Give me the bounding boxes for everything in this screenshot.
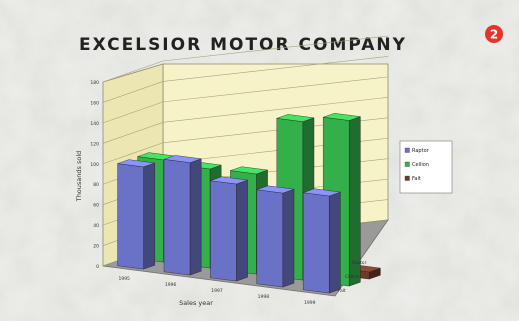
x-tick-label: 1996: [165, 282, 177, 288]
bar-side: [143, 162, 156, 270]
y-tick-label: 180: [90, 80, 99, 86]
y-tick-label: 20: [93, 244, 99, 250]
bar-raptor-1996: [163, 155, 202, 276]
bar-top: [210, 176, 248, 185]
bars: [117, 113, 381, 294]
gridline: [102, 35, 389, 83]
series-axis-label: Falt: [338, 288, 346, 294]
gridline: [102, 76, 389, 124]
bar-front: [163, 159, 191, 276]
y-axis-ticks: 0 20 40 60 80 100 120 140 160 180: [90, 80, 99, 270]
series-axis-ticks: Falt Cellion Raptor: [338, 260, 367, 294]
x-tick-label: 1995: [118, 276, 130, 282]
bar-raptor-1995: [117, 159, 156, 270]
y-axis-title: Thousands sold: [75, 151, 83, 203]
step-badge-number: 2: [490, 28, 498, 42]
series-axis-label: Raptor: [352, 260, 367, 266]
x-tick-label: 1998: [258, 294, 270, 300]
step-badge: [485, 25, 503, 43]
legend-entry: Raptor: [412, 148, 430, 154]
legend-entry: Falt: [412, 176, 421, 182]
y-tick-label: 140: [90, 121, 99, 127]
bar-front: [256, 189, 283, 288]
bar-raptor-1999: [303, 188, 341, 294]
bar-top: [163, 155, 202, 163]
bar-side: [329, 191, 341, 294]
legend-swatch: [404, 175, 410, 181]
x-axis-title: Sales year: [179, 299, 213, 307]
bar-top: [230, 166, 268, 175]
bar-raptor-1998: [256, 185, 295, 288]
bar-front: [210, 180, 237, 282]
bar-side: [236, 179, 248, 282]
bar-front: [303, 192, 330, 294]
x-tick-label: 1997: [211, 288, 223, 294]
series-axis-label: Cellion: [345, 274, 360, 280]
bar-front: [117, 163, 144, 270]
y-tick-label: 40: [93, 223, 99, 229]
bar-top: [323, 113, 361, 121]
gridline: [102, 56, 389, 103]
y-tick-label: 120: [90, 141, 99, 147]
x-axis-ticks: 1995 1996 1997 1998 1999: [118, 276, 315, 306]
chart-title: EXCELSIOR MOTOR COMPANY: [79, 35, 407, 55]
bar-top: [276, 114, 315, 122]
y-tick-label: 60: [93, 203, 99, 209]
bar-raptor-1997: [210, 176, 248, 282]
bar-top: [303, 188, 341, 197]
y-tick-label: 100: [90, 162, 99, 168]
x-tick-label: 1999: [304, 300, 316, 306]
y-tick-label: 80: [93, 182, 99, 188]
gridline: [102, 97, 389, 144]
bar-top: [256, 185, 295, 194]
bar-side: [189, 158, 202, 276]
legend-entry: Cellion: [412, 162, 429, 168]
y-tick-label: 160: [90, 100, 99, 106]
legend-swatch: [404, 147, 410, 153]
legend-swatch: [404, 161, 410, 167]
y-tick-label: 0: [96, 264, 99, 270]
bar-side: [282, 188, 295, 288]
bar-top: [117, 159, 155, 168]
legend: Raptor Cellion Falt: [404, 147, 430, 182]
